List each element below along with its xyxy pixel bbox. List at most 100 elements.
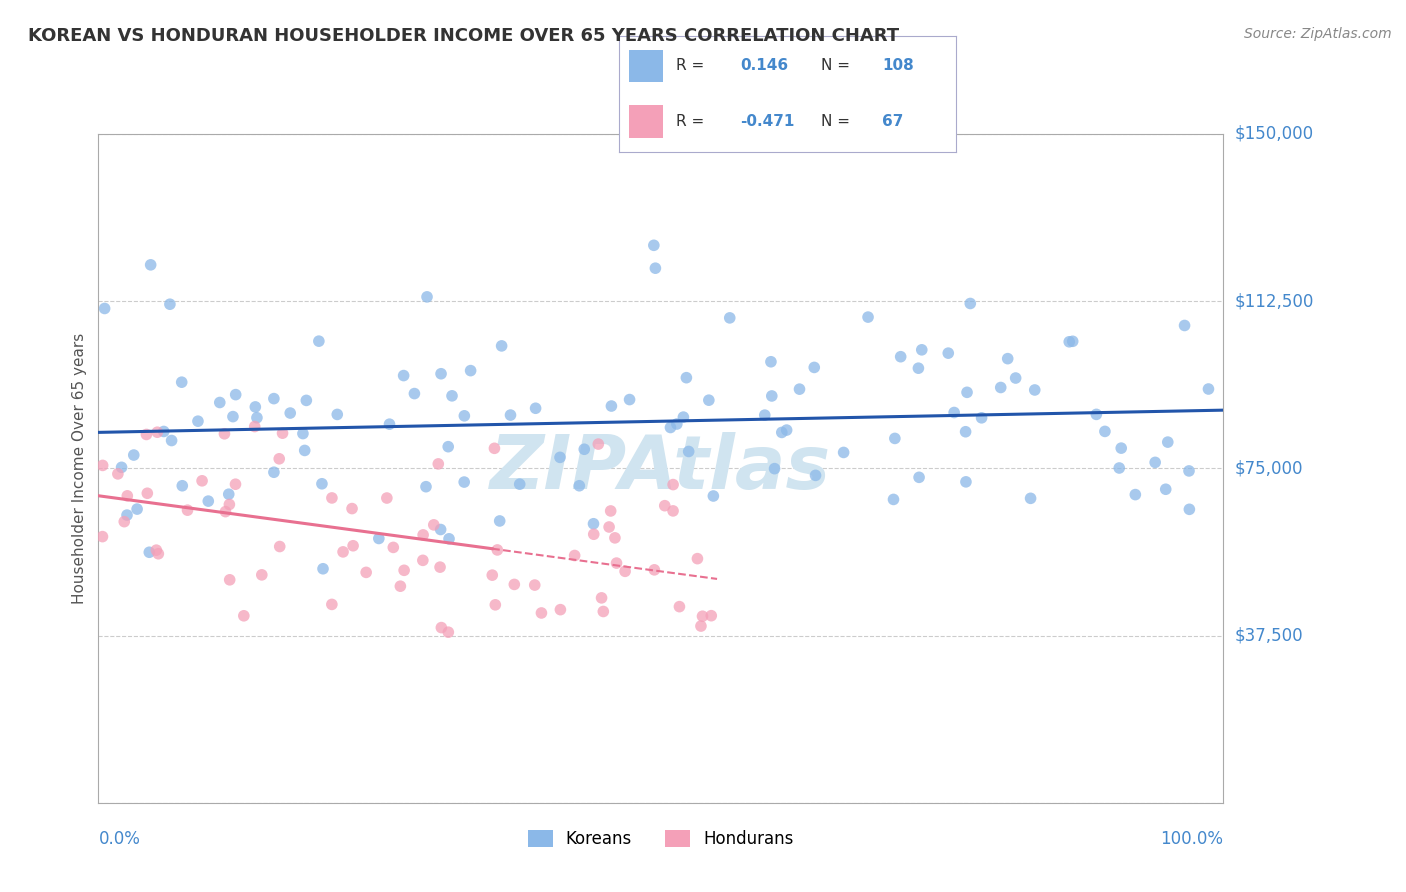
Text: -0.471: -0.471 (740, 114, 794, 129)
Point (775, 423, 797, 437)
Point (882, 492, 904, 507)
Point (614, 564, 637, 578)
Text: KOREAN VS HONDURAN HOUSEHOLDER INCOME OVER 65 YEARS CORRELATION CHART: KOREAN VS HONDURAN HOUSEHOLDER INCOME OV… (28, 27, 900, 45)
Point (789, 382, 811, 396)
Point (574, 442, 596, 457)
Bar (628, 105, 662, 137)
Point (107, 467, 129, 481)
Point (588, 437, 610, 451)
Text: 100.0%: 100.0% (1160, 830, 1223, 847)
Point (700, 608, 723, 623)
Point (668, 599, 690, 614)
Point (218, 487, 240, 501)
Point (943, 405, 966, 419)
Point (718, 310, 741, 325)
Point (389, 579, 412, 593)
Text: $75,000: $75,000 (1234, 459, 1303, 477)
Point (592, 605, 614, 619)
Point (222, 409, 245, 424)
Point (486, 543, 509, 558)
Point (643, 238, 665, 252)
Point (770, 425, 793, 440)
Point (564, 549, 586, 563)
Point (548, 450, 571, 465)
Point (763, 461, 786, 475)
Point (692, 609, 714, 624)
Point (997, 351, 1019, 366)
Point (429, 523, 451, 537)
Point (955, 425, 977, 439)
Point (245, 400, 267, 414)
Point (1144, 455, 1167, 469)
Point (440, 389, 463, 403)
Text: $112,500: $112,500 (1234, 292, 1313, 310)
Text: Source: ZipAtlas.com: Source: ZipAtlas.com (1244, 27, 1392, 41)
Point (499, 408, 522, 422)
Point (672, 410, 695, 425)
Point (582, 516, 605, 531)
Point (159, 297, 181, 311)
Point (295, 393, 318, 408)
Point (970, 410, 993, 425)
Point (453, 409, 475, 423)
Point (453, 475, 475, 489)
Point (1198, 382, 1220, 396)
Point (127, 502, 149, 516)
Point (392, 368, 415, 383)
Point (1094, 425, 1116, 439)
Point (956, 385, 979, 400)
Point (1108, 461, 1130, 475)
Point (225, 387, 247, 401)
Point (91, 530, 114, 544)
Point (367, 532, 389, 546)
Point (600, 399, 623, 413)
Point (170, 375, 193, 389)
Point (415, 480, 437, 494)
Point (342, 539, 364, 553)
Point (697, 393, 720, 408)
Point (955, 475, 977, 489)
Point (550, 602, 572, 616)
Point (135, 427, 157, 442)
Point (908, 470, 931, 484)
Point (172, 479, 194, 493)
Point (488, 514, 510, 528)
Point (1178, 464, 1201, 478)
Point (803, 360, 825, 375)
Point (278, 406, 301, 420)
Point (308, 334, 330, 348)
Point (491, 339, 513, 353)
Point (263, 392, 285, 406)
Point (524, 401, 547, 416)
Point (232, 608, 254, 623)
Point (890, 350, 912, 364)
Point (427, 457, 450, 471)
Point (675, 370, 697, 384)
Point (110, 460, 132, 475)
Point (187, 414, 209, 428)
Point (224, 477, 246, 491)
Point (759, 355, 782, 369)
Point (312, 562, 335, 576)
Point (1154, 482, 1177, 496)
Text: 67: 67 (882, 114, 903, 129)
Point (883, 431, 905, 445)
Text: 0.0%: 0.0% (98, 830, 141, 847)
Text: R =: R = (676, 58, 704, 73)
Text: N =: N = (821, 58, 851, 73)
Text: 0.146: 0.146 (740, 58, 789, 73)
Point (582, 527, 605, 541)
Point (832, 445, 855, 459)
Point (659, 420, 682, 434)
Point (484, 442, 506, 456)
Point (1157, 435, 1180, 450)
Point (856, 310, 879, 324)
Point (1024, 383, 1046, 397)
Point (481, 568, 503, 582)
Point (115, 508, 138, 522)
Text: 108: 108 (882, 58, 914, 73)
Point (754, 408, 776, 422)
Point (148, 547, 170, 561)
Point (662, 477, 685, 491)
Point (378, 417, 401, 432)
